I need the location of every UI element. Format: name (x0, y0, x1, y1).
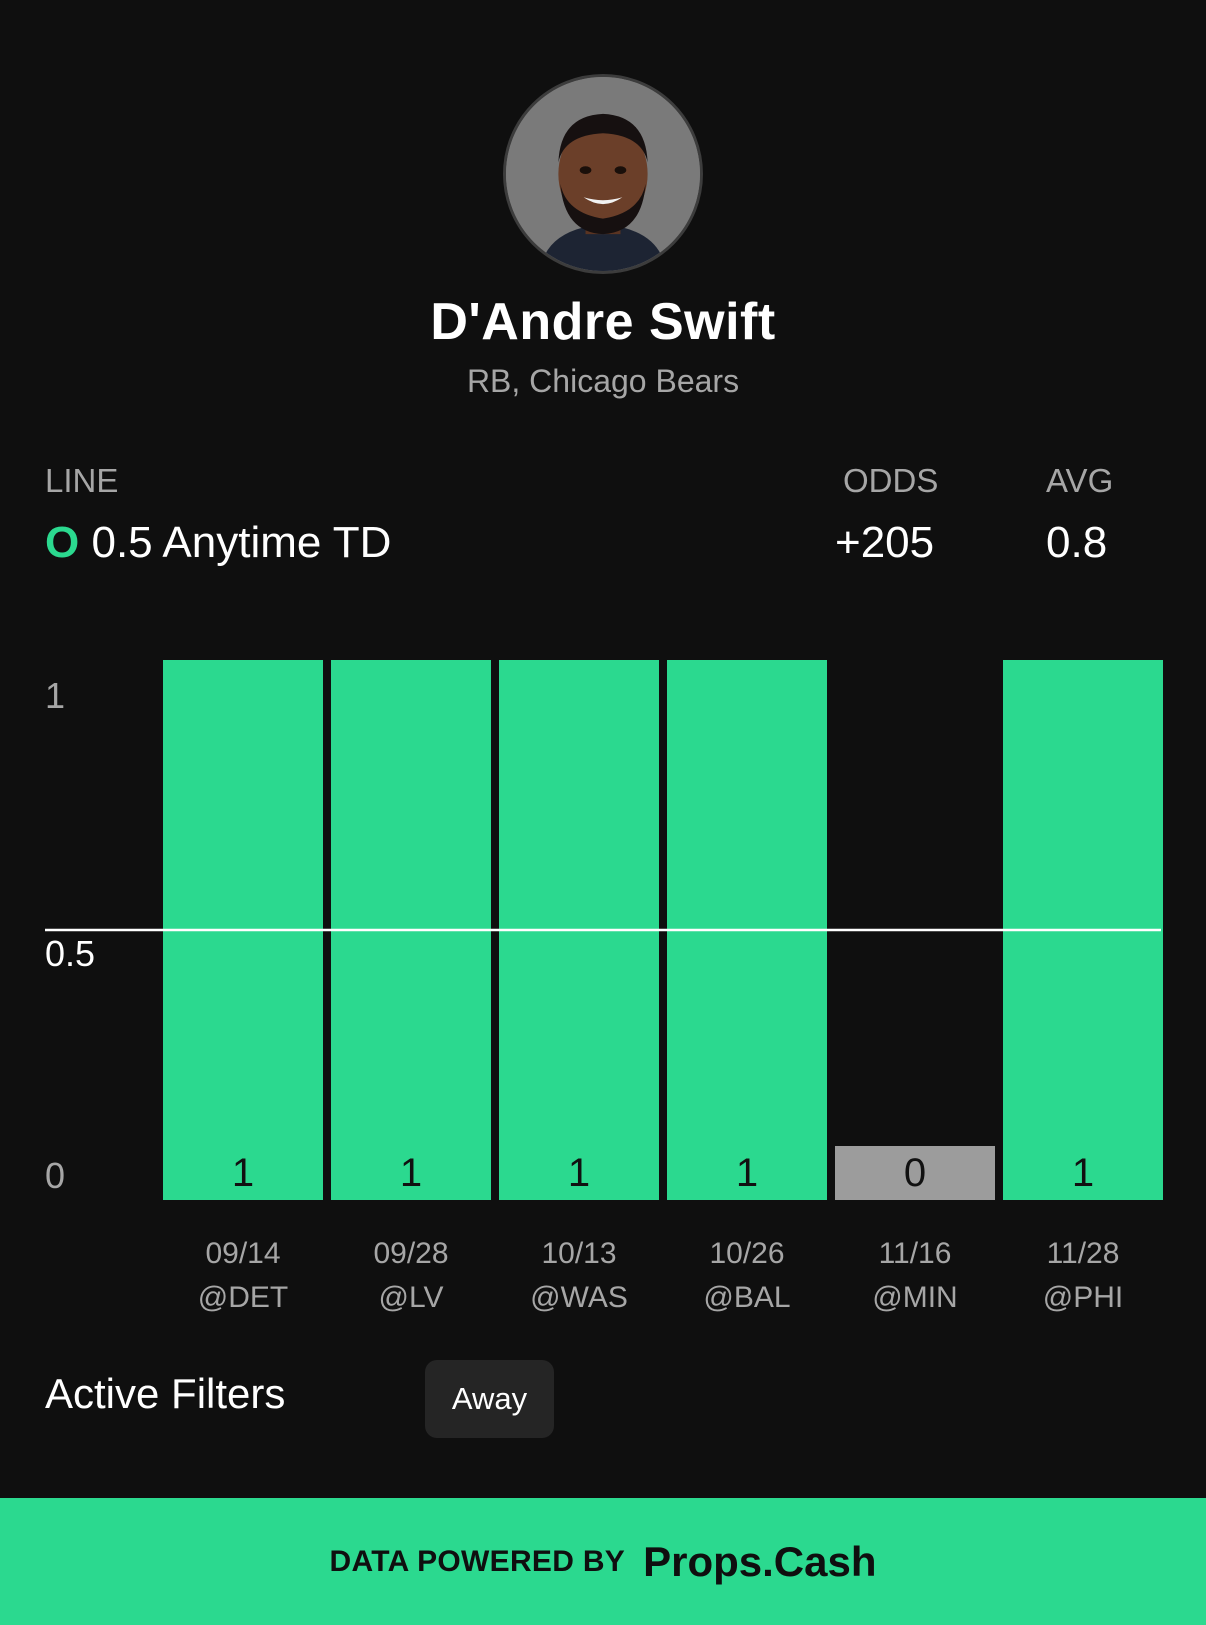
x-tick-date: 09/28 (373, 1237, 448, 1270)
player-headshot-icon (506, 77, 700, 271)
x-tick-date: 10/26 (709, 1237, 784, 1270)
active-filters-title: Active Filters (45, 1370, 286, 1417)
filter-chip-away[interactable]: Away (425, 1360, 554, 1438)
odds-header: ODDS (843, 462, 939, 499)
x-tick-opponent: @PHI (1043, 1281, 1123, 1314)
odds-value: +205 (835, 518, 935, 567)
x-tick-date: 09/14 (205, 1237, 280, 1270)
y-tick-label: 0.5 (45, 933, 95, 974)
x-tick-opponent: @BAL (703, 1281, 790, 1314)
bar-value-label: 1 (400, 1151, 422, 1195)
bar-value-label: 1 (1072, 1151, 1094, 1195)
footer-banner[interactable]: DATA POWERED BY Props.Cash (0, 1498, 1206, 1625)
line-text: 0.5 Anytime TD (91, 518, 392, 567)
x-tick-date: 11/16 (879, 1237, 952, 1270)
avg-header: AVG (1046, 462, 1114, 499)
x-tick-opponent: @DET (198, 1281, 288, 1314)
bar-value-label: 1 (736, 1151, 758, 1195)
bar (835, 1146, 995, 1200)
line-header: LINE (45, 462, 119, 499)
x-tick-date: 10/13 (541, 1237, 616, 1270)
line-value: O 0.5 Anytime TD (45, 518, 391, 568)
x-tick-opponent: @MIN (872, 1281, 957, 1314)
player-avatar (503, 74, 703, 274)
x-tick-date: 11/28 (1047, 1237, 1120, 1270)
player-position-team: RB, Chicago Bears (466, 363, 740, 399)
footer-prefix: DATA POWERED BY (329, 1544, 626, 1578)
x-tick-opponent: @WAS (530, 1281, 628, 1314)
bar-value-label: 0 (904, 1151, 926, 1195)
bar-value-label: 1 (568, 1151, 590, 1195)
avg-value: 0.8 (1046, 518, 1108, 567)
bar-chart-svg: 1 0.5 0 1 09/14 @DET 1 09/28 @LV 1 10/13 @WAS 1 10/26… (45, 660, 1163, 1314)
bar-value-label: 1 (232, 1151, 254, 1195)
player-name: D'Andre Swift (430, 293, 776, 351)
game-log-chart: 1 0.5 0 1 09/14 @DET 1 09/28 @LV 1 10/13 @WAS 1 10/26… (0, 620, 1206, 1320)
footer-brand: Props.Cash (643, 1537, 877, 1585)
x-tick-opponent: @LV (379, 1281, 444, 1314)
y-tick-label: 1 (45, 675, 65, 716)
y-tick-label: 0 (45, 1155, 65, 1196)
over-marker: O (45, 518, 80, 567)
